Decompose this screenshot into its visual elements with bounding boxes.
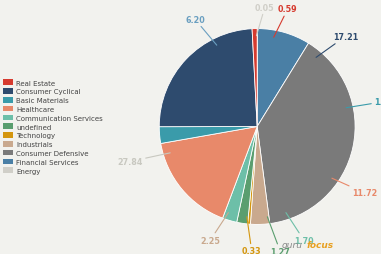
Text: 1.27: 1.27: [267, 217, 290, 254]
Text: 1.70: 1.70: [286, 213, 314, 245]
Wedge shape: [257, 29, 258, 127]
Wedge shape: [250, 127, 270, 225]
Text: 27.84: 27.84: [118, 153, 170, 166]
Text: 0.05: 0.05: [255, 4, 275, 37]
Legend: Real Estate, Consumer Cyclical, Basic Materials, Healthcare, Communication Servi: Real Estate, Consumer Cyclical, Basic Ma…: [3, 80, 103, 174]
Text: 6.20: 6.20: [185, 15, 217, 46]
Wedge shape: [248, 127, 257, 224]
Text: 2.25: 2.25: [200, 213, 229, 245]
Text: guru: guru: [282, 240, 303, 249]
Wedge shape: [159, 30, 257, 127]
Text: 17.21: 17.21: [316, 33, 358, 58]
Wedge shape: [161, 127, 257, 218]
Text: 0.59: 0.59: [274, 5, 298, 38]
Wedge shape: [252, 29, 257, 127]
Wedge shape: [223, 127, 257, 223]
Text: 11.72: 11.72: [332, 179, 377, 198]
Wedge shape: [257, 44, 355, 224]
Wedge shape: [159, 127, 257, 144]
Text: 0.33: 0.33: [242, 217, 261, 254]
Wedge shape: [257, 29, 309, 127]
Text: 1.95: 1.95: [346, 98, 381, 108]
Wedge shape: [237, 127, 257, 224]
Text: focus: focus: [307, 240, 334, 249]
